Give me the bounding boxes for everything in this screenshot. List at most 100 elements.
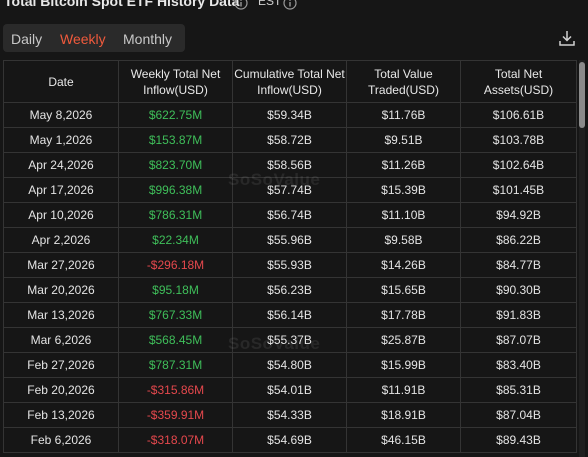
table-row: Apr 2,2026 $22.34M $55.96B $9.58B $86.22B: [3, 227, 577, 253]
scrollbar-thumb[interactable]: [579, 62, 585, 128]
value-cell: $95.18M: [118, 277, 233, 303]
date-cell: Apr 17,2026: [3, 177, 119, 203]
value-cell: -$315.86M: [118, 377, 233, 403]
value-cell: $11.76B: [346, 102, 461, 128]
value-cell: $786.31M: [118, 202, 233, 228]
value-cell: $153.87M: [118, 127, 233, 153]
value-cell: $94.92B: [460, 202, 577, 228]
value-cell: $17.78B: [346, 302, 461, 328]
table-row: Feb 20,2026 -$315.86M $54.01B $11.91B $85.31…: [3, 377, 577, 403]
table-row: Feb 13,2026 -$359.91M $54.33B $18.91B $87.04…: [3, 402, 577, 428]
timezone: EST: [258, 0, 282, 8]
value-cell: $25.87B: [346, 327, 461, 353]
watermark: SoSoValue: [228, 170, 321, 189]
tab[interactable]: Monthly: [123, 31, 173, 47]
value-cell: $15.99B: [346, 352, 461, 378]
value-cell: $103.78B: [460, 127, 577, 153]
value-cell: $56.23B: [232, 277, 347, 303]
value-cell: $15.65B: [346, 277, 461, 303]
tab-bar: Daily Weekly Monthly: [3, 24, 185, 52]
date-cell: Feb 20,2026: [3, 377, 119, 403]
date-cell: May 1,2026: [3, 127, 119, 153]
value-cell: $823.70M: [118, 152, 233, 178]
column-header: Weekly Total Net Inflow(USD): [118, 60, 233, 103]
value-cell: $86.22B: [460, 227, 577, 253]
value-cell: $85.31B: [460, 377, 577, 403]
value-cell: $9.51B: [346, 127, 461, 153]
tab[interactable]: Daily: [11, 31, 43, 47]
table-row: May 1,2026 $153.87M $58.72B $9.51B $103.78B: [3, 127, 577, 153]
table-row: May 8,2026 $622.75M $59.34B $11.76B $106.61B: [3, 102, 577, 128]
value-cell: $767.33M: [118, 302, 233, 328]
scrollbar[interactable]: [579, 60, 585, 457]
value-cell: $56.74B: [232, 202, 347, 228]
value-cell: $15.39B: [346, 177, 461, 203]
value-cell: $11.91B: [346, 377, 461, 403]
value-cell: $22.34M: [118, 227, 233, 253]
value-cell: $91.83B: [460, 302, 577, 328]
column-header: Date: [3, 60, 119, 103]
value-cell: $14.26B: [346, 252, 461, 278]
download-button[interactable]: [558, 29, 576, 47]
value-cell: $54.80B: [232, 352, 347, 378]
date-cell: Mar 27,2026: [3, 252, 119, 278]
value-cell: $55.93B: [232, 252, 347, 278]
header-row: Date Weekly Total Net Inflow(USD) Cumulati…: [3, 60, 577, 103]
value-cell: $787.31M: [118, 352, 233, 378]
column-header: Total Value Traded(USD): [346, 60, 461, 103]
value-cell: $102.64B: [460, 152, 577, 178]
value-cell: $59.34B: [232, 102, 347, 128]
page-title: Total Bitcoin Spot ETF History Data: [4, 0, 240, 9]
value-cell: $568.45M: [118, 327, 233, 353]
value-cell: $89.43B: [460, 427, 577, 453]
value-cell: $54.69B: [232, 427, 347, 453]
info-icon[interactable]: [234, 0, 248, 10]
value-cell: $622.75M: [118, 102, 233, 128]
value-cell: $87.04B: [460, 402, 577, 428]
value-cell: $54.01B: [232, 377, 347, 403]
table-row: Apr 10,2026 $786.31M $56.74B $11.10B $94.92B: [3, 202, 577, 228]
value-cell: -$318.07M: [118, 427, 233, 453]
value-cell: $18.91B: [346, 402, 461, 428]
value-cell: $90.30B: [460, 277, 577, 303]
date-cell: Feb 27,2026: [3, 352, 119, 378]
value-cell: -$359.91M: [118, 402, 233, 428]
date-cell: Mar 13,2026: [3, 302, 119, 328]
table-row: Mar 6,2026 $568.45M $55.37B $25.87B $87.07B: [3, 327, 577, 353]
value-cell: $56.14B: [232, 302, 347, 328]
table-row: Feb 27,2026 $787.31M $54.80B $15.99B $83.40B: [3, 352, 577, 378]
date-cell: Apr 10,2026: [3, 202, 119, 228]
value-cell: $46.15B: [346, 427, 461, 453]
date-cell: Apr 24,2026: [3, 152, 119, 178]
info-icon[interactable]: [283, 0, 297, 10]
table-row: Mar 20,2026 $95.18M $56.23B $15.65B $90.30B: [3, 277, 577, 303]
value-cell: $54.33B: [232, 402, 347, 428]
history-table: Date Weekly Total Net Inflow(USD) Cumulati…: [3, 60, 577, 453]
value-cell: $87.07B: [460, 327, 577, 353]
date-cell: Feb 13,2026: [3, 402, 119, 428]
table-row: Feb 6,2026 -$318.07M $54.69B $46.15B $89.43B: [3, 427, 577, 453]
watermark: SoSoValue: [228, 334, 321, 353]
value-cell: $55.96B: [232, 227, 347, 253]
table-row: Mar 13,2026 $767.33M $56.14B $17.78B $91.83B: [3, 302, 577, 328]
date-cell: Feb 6,2026: [3, 427, 119, 453]
date-cell: May 8,2026: [3, 102, 119, 128]
value-cell: $9.58B: [346, 227, 461, 253]
date-cell: Apr 2,2026: [3, 227, 119, 253]
date-cell: Mar 20,2026: [3, 277, 119, 303]
value-cell: -$296.18M: [118, 252, 233, 278]
value-cell: $58.56B: [232, 152, 347, 178]
value-cell: $58.72B: [232, 127, 347, 153]
value-cell: $106.61B: [460, 102, 577, 128]
value-cell: $11.10B: [346, 202, 461, 228]
column-header: Cumulative Total Net Inflow(USD): [232, 60, 347, 103]
tab[interactable]: Weekly: [60, 31, 106, 47]
column-header: Total Net Assets(USD): [460, 60, 577, 103]
value-cell: $996.38M: [118, 177, 233, 203]
value-cell: $83.40B: [460, 352, 577, 378]
value-cell: $84.77B: [460, 252, 577, 278]
value-cell: $11.26B: [346, 152, 461, 178]
value-cell: $101.45B: [460, 177, 577, 203]
date-cell: Mar 6,2026: [3, 327, 119, 353]
